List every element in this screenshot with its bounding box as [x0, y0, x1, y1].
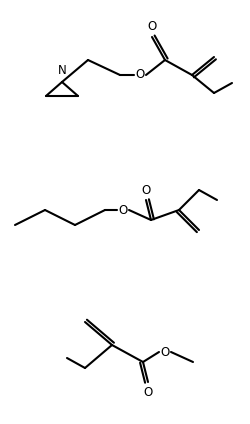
- Text: N: N: [58, 64, 66, 77]
- Text: O: O: [160, 346, 170, 359]
- Text: O: O: [144, 385, 152, 399]
- Text: O: O: [142, 184, 150, 196]
- Text: O: O: [148, 20, 156, 33]
- Text: O: O: [136, 69, 144, 81]
- Text: O: O: [118, 204, 128, 217]
